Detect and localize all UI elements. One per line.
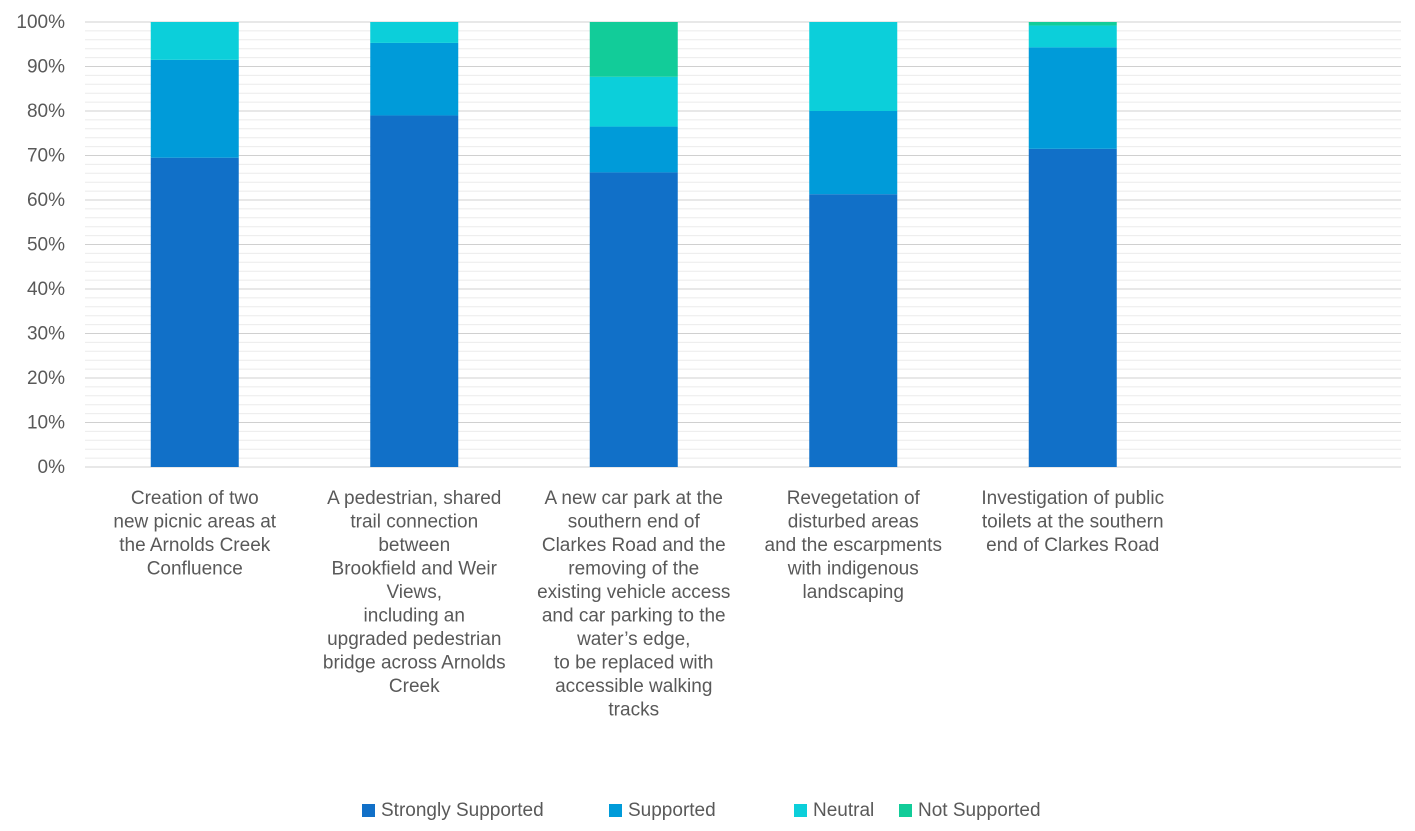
x-axis-category-labels: Creation of two new picnic areas at the Ar… — [113, 488, 1164, 721]
y-tick-label: 30% — [27, 324, 65, 345]
bar-segment-not-supported — [589, 22, 678, 77]
legend-swatch — [362, 804, 375, 817]
x-category-label: Investigation of public toilets at the so… — [981, 488, 1164, 556]
y-tick-label: 70% — [27, 146, 65, 167]
bars — [150, 22, 1117, 467]
y-tick-label: 80% — [27, 101, 65, 122]
legend-label: Strongly Supported — [381, 800, 544, 821]
legend-label: Not Supported — [918, 800, 1041, 821]
legend-label: Neutral — [813, 800, 874, 821]
bar-segment-strongly-supported — [809, 194, 898, 467]
y-axis-tick-labels: 0% 10% 20% 30% 40% 50% 60% 70% 80% 90% 100% — [16, 12, 65, 478]
x-category-label: A pedestrian, shared trail connection betw… — [323, 488, 506, 697]
bar-segment-strongly-supported — [1028, 148, 1117, 467]
x-category-label: Creation of two new picnic areas at the Ar… — [113, 488, 276, 580]
bar-segment-supported — [589, 126, 678, 173]
x-category-label: A new car park at the southern end of Clar… — [537, 488, 730, 721]
bar-segment-neutral — [150, 22, 239, 60]
bar-segment-supported — [809, 111, 898, 195]
bar-segment-neutral — [589, 76, 678, 127]
bar-segment-strongly-supported — [589, 172, 678, 467]
bar-segment-neutral — [1028, 25, 1117, 48]
y-tick-label: 60% — [27, 190, 65, 211]
legend: Strongly Supported Supported Neutral Not Su… — [362, 800, 1041, 821]
bar-segment-not-supported — [1028, 22, 1117, 26]
bar-segment-strongly-supported — [150, 157, 239, 467]
x-category-label: Revegetation of disturbed areas and the es… — [765, 488, 942, 603]
bar-segment-supported — [150, 59, 239, 158]
bar-segment-neutral — [809, 22, 898, 111]
legend-swatch — [899, 804, 912, 817]
gridlines — [85, 21, 1401, 468]
y-tick-label: 0% — [38, 457, 66, 478]
y-tick-label: 100% — [16, 12, 65, 33]
bar-segment-strongly-supported — [370, 115, 459, 467]
y-tick-label: 10% — [27, 413, 65, 434]
bar-segment-supported — [370, 42, 459, 116]
legend-label: Supported — [628, 800, 716, 821]
bar-segment-supported — [1028, 47, 1117, 149]
legend-swatch — [794, 804, 807, 817]
bar-segment-neutral — [370, 22, 459, 43]
y-tick-label: 90% — [27, 57, 65, 78]
y-tick-label: 50% — [27, 235, 65, 256]
legend-swatch — [609, 804, 622, 817]
y-tick-label: 40% — [27, 279, 65, 300]
y-tick-label: 20% — [27, 368, 65, 389]
